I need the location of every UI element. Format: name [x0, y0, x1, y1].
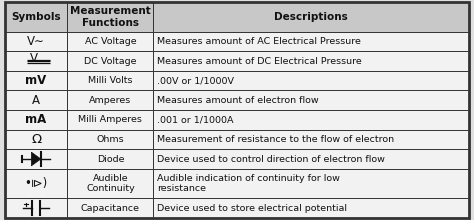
Bar	[5, 130, 67, 149]
Text: Milli Volts: Milli Volts	[88, 76, 133, 85]
Bar	[5, 169, 67, 198]
Bar	[67, 198, 154, 218]
Text: Ω: Ω	[31, 133, 41, 146]
Bar	[154, 2, 469, 32]
Bar	[154, 149, 469, 169]
Text: Measurement of resistance to the flow of electron: Measurement of resistance to the flow of…	[157, 135, 394, 144]
Text: Audible
Continuity: Audible Continuity	[86, 174, 135, 193]
Text: AC Voltage: AC Voltage	[84, 37, 136, 46]
Text: V∼: V∼	[27, 35, 45, 48]
Text: mV: mV	[26, 74, 47, 87]
Text: V: V	[30, 52, 38, 65]
Bar	[67, 51, 154, 71]
Text: .00V or 1/1000V: .00V or 1/1000V	[157, 76, 234, 85]
Text: Measures amount of electron flow: Measures amount of electron flow	[157, 96, 319, 105]
Text: Device used to store electrical potential: Device used to store electrical potentia…	[157, 204, 347, 213]
Text: A: A	[32, 94, 40, 107]
Bar	[154, 51, 469, 71]
Bar	[67, 130, 154, 149]
Text: Measures amount of AC Electrical Pressure: Measures amount of AC Electrical Pressur…	[157, 37, 361, 46]
Text: Descriptions: Descriptions	[274, 12, 348, 22]
Bar	[154, 90, 469, 110]
Text: DC Voltage: DC Voltage	[84, 57, 137, 66]
Bar	[5, 110, 67, 130]
Bar	[5, 71, 67, 90]
Bar	[154, 130, 469, 149]
Bar	[154, 169, 469, 198]
Bar	[154, 32, 469, 51]
Bar	[67, 71, 154, 90]
Bar	[5, 51, 67, 71]
Text: Measures amount of DC Electrical Pressure: Measures amount of DC Electrical Pressur…	[157, 57, 362, 66]
Text: Milli Amperes: Milli Amperes	[79, 115, 142, 124]
Bar	[67, 110, 154, 130]
Bar	[5, 90, 67, 110]
Bar	[67, 149, 154, 169]
Text: Device used to control direction of electron flow: Device used to control direction of elec…	[157, 154, 385, 163]
Bar	[5, 32, 67, 51]
Text: Capacitance: Capacitance	[81, 204, 140, 213]
Text: mA: mA	[26, 113, 47, 126]
Text: .001 or 1/1000A: .001 or 1/1000A	[157, 115, 234, 124]
Bar	[154, 198, 469, 218]
Bar	[67, 169, 154, 198]
Text: Measurement
Functions: Measurement Functions	[70, 6, 151, 28]
Text: Audible indication of continuity for low
resistance: Audible indication of continuity for low…	[157, 174, 340, 193]
Bar	[5, 198, 67, 218]
Bar	[5, 149, 67, 169]
Text: Ohms: Ohms	[97, 135, 124, 144]
Text: Amperes: Amperes	[89, 96, 132, 105]
Bar	[5, 2, 67, 32]
Bar	[154, 71, 469, 90]
Text: Diode: Diode	[97, 154, 124, 163]
Bar	[67, 32, 154, 51]
Polygon shape	[31, 152, 41, 166]
Text: Symbols: Symbols	[11, 12, 61, 22]
Bar	[67, 90, 154, 110]
Bar	[67, 2, 154, 32]
Bar	[154, 110, 469, 130]
Text: •⧐): •⧐)	[25, 177, 48, 190]
